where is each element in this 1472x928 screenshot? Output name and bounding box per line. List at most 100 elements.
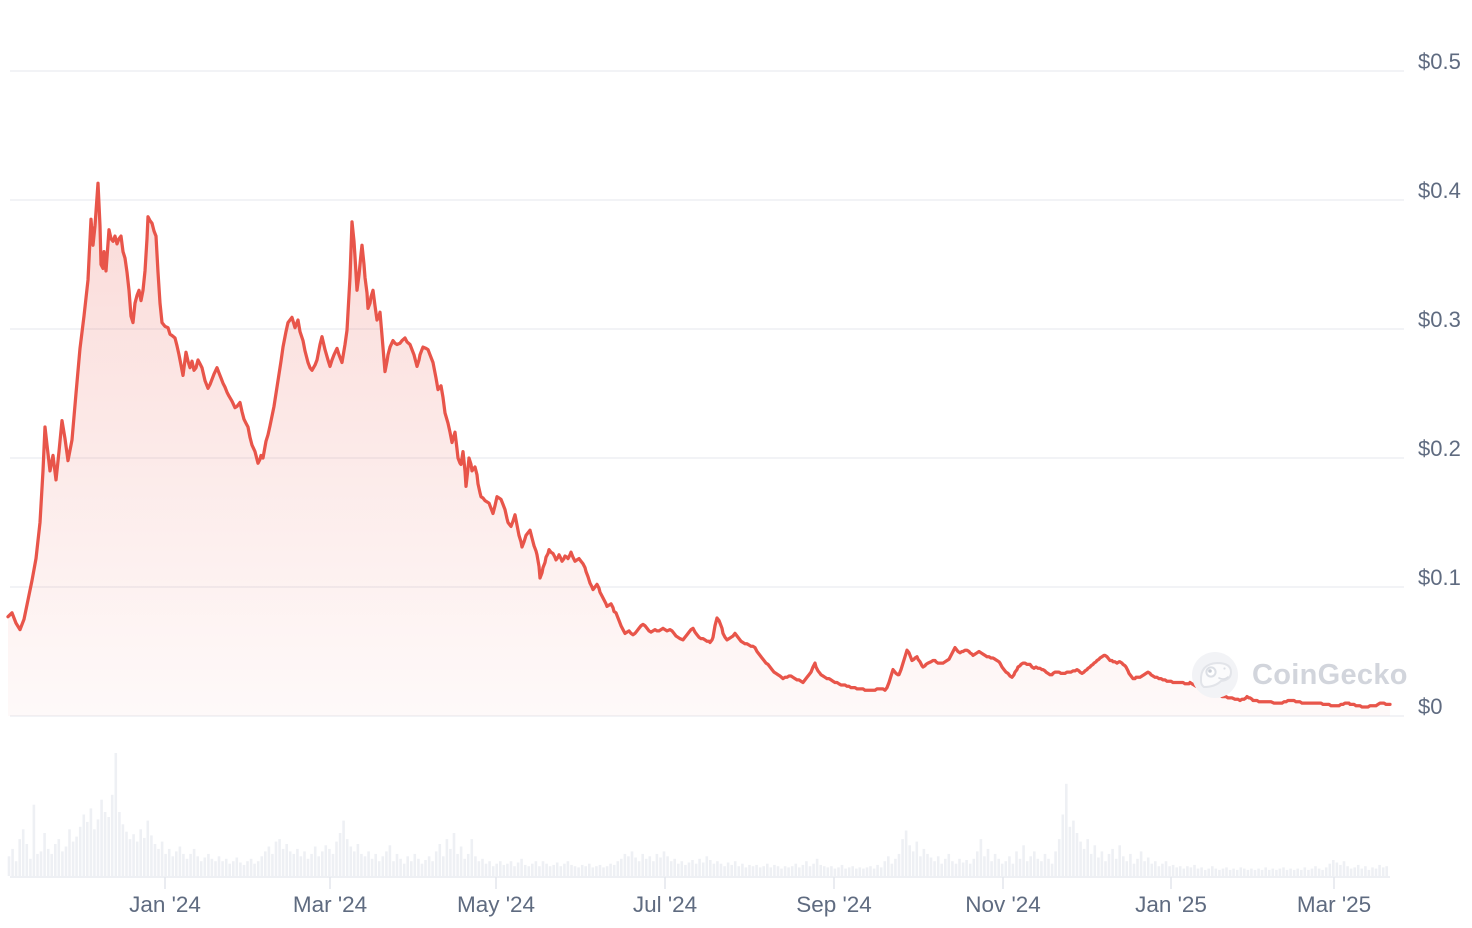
volume-bar — [399, 858, 402, 876]
volume-bar — [363, 856, 367, 876]
x-axis-label: Sep '24 — [796, 892, 872, 917]
volume-bar — [680, 861, 684, 876]
volume-bar — [1314, 866, 1317, 876]
volume-bar — [698, 858, 701, 876]
volume-bar — [1082, 848, 1086, 876]
y-axis-label: $0.4 — [1418, 178, 1461, 203]
volume-bar — [1317, 868, 1321, 876]
volume-bar — [570, 864, 573, 876]
volume-bar — [385, 851, 388, 876]
volume-bar — [296, 848, 299, 876]
volume-bar — [367, 851, 370, 876]
volume-bar — [755, 864, 758, 876]
volume-bar — [110, 794, 114, 876]
x-axis-label: Mar '24 — [293, 892, 367, 917]
volume-bar — [744, 867, 748, 876]
volume-bar — [239, 862, 242, 876]
volume-bar — [217, 856, 221, 876]
volume-bar — [171, 856, 175, 876]
volume-bar — [1328, 863, 1332, 876]
volume-bar — [64, 846, 68, 876]
volume-bar — [865, 867, 869, 876]
volume-bar — [1257, 868, 1260, 876]
volume-bar — [481, 858, 484, 876]
volume-bar — [762, 866, 765, 876]
volume-bar — [819, 864, 822, 876]
volume-bar — [812, 863, 815, 876]
volume-bar — [46, 848, 50, 876]
volume-bar — [1079, 841, 1082, 876]
volume-bar — [805, 861, 808, 876]
volume-bar — [751, 866, 755, 876]
volume-bar — [584, 866, 587, 876]
volume-bar — [694, 863, 698, 876]
volume-bar — [1271, 868, 1275, 876]
volume-bar — [1118, 845, 1121, 877]
volume-bar — [620, 858, 623, 876]
x-axis-label: May '24 — [457, 892, 535, 917]
volume-bar — [1250, 868, 1253, 876]
volume-bar — [944, 858, 947, 876]
volume-bar — [776, 866, 780, 876]
volume-bar — [1207, 868, 1210, 876]
volume-bar — [150, 835, 153, 876]
volume-bar — [324, 845, 328, 877]
volume-bar — [274, 841, 278, 876]
volume-bar — [353, 851, 356, 876]
volume-bar — [1157, 866, 1161, 876]
volume-bar — [1122, 856, 1125, 876]
volume-bar — [491, 866, 495, 876]
volume-bar — [958, 858, 961, 876]
volume-bar — [983, 856, 986, 876]
volume-bar — [103, 812, 107, 876]
volume-bar — [730, 864, 733, 876]
volume-bar — [915, 841, 919, 876]
volume-bar — [538, 866, 541, 876]
volume-bar — [673, 858, 676, 876]
volume-bar — [790, 866, 794, 876]
volume-bar — [1139, 851, 1143, 876]
volume-bar — [253, 863, 256, 876]
volume-bar — [392, 861, 395, 876]
volume-bar — [894, 858, 897, 876]
volume-bar — [210, 858, 214, 876]
volume-bar — [737, 866, 741, 876]
volume-bar — [189, 853, 192, 876]
volume-bar — [1378, 864, 1381, 876]
y-axis-label: $0.1 — [1418, 565, 1461, 590]
volume-bar — [669, 861, 673, 876]
volume-bar — [677, 863, 680, 876]
volume-bar — [1367, 869, 1371, 877]
volume-bar — [687, 862, 691, 876]
volume-bar — [470, 839, 474, 876]
volume-bar — [541, 861, 545, 876]
volume-bar — [1310, 868, 1314, 876]
volume-bar — [1321, 869, 1324, 877]
volume-bar — [627, 856, 630, 876]
volume-bar — [801, 864, 805, 876]
volume-bar — [652, 861, 655, 876]
volume-bar — [29, 858, 32, 876]
volume-bar — [887, 856, 890, 876]
volume-bar — [986, 848, 990, 876]
volume-bar — [71, 841, 75, 876]
volume-bar — [306, 858, 310, 876]
volume-bar — [1111, 848, 1114, 876]
volume-bar — [1015, 851, 1018, 876]
volume-bar — [438, 844, 442, 876]
volume-bar — [331, 853, 335, 876]
volume-bar — [609, 863, 612, 876]
volume-bar — [855, 868, 858, 876]
volume-bar — [114, 753, 118, 876]
volume-bar — [1193, 864, 1196, 876]
volume-bar — [1089, 853, 1093, 876]
volume-bar — [534, 861, 538, 876]
volume-bar — [417, 858, 420, 876]
x-axis-label: Jan '25 — [1135, 892, 1207, 917]
volume-bar — [402, 863, 406, 876]
volume-bar — [125, 831, 128, 876]
volume-bar — [288, 851, 292, 876]
volume-bar — [630, 851, 634, 876]
